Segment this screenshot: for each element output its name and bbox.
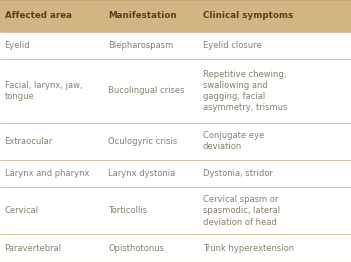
Text: Affected area: Affected area: [5, 11, 72, 20]
Text: Dystonia, stridor: Dystonia, stridor: [203, 169, 273, 178]
Bar: [0, 32, 351, 59]
Text: Facial, larynx, jaw,
tongue: Facial, larynx, jaw, tongue: [5, 81, 82, 101]
Bar: [0, 234, 351, 262]
Text: Trunk hyperextension: Trunk hyperextension: [203, 244, 294, 253]
Bar: [0, 0, 351, 32]
Text: Repetitive chewing,
swallowing and
gagging, facial
asymmetry, trismus: Repetitive chewing, swallowing and gaggi…: [203, 70, 287, 112]
Text: Clinical symptoms: Clinical symptoms: [203, 11, 293, 20]
Text: Blepharospasm: Blepharospasm: [108, 41, 173, 50]
Text: Larynx dystonia: Larynx dystonia: [108, 169, 176, 178]
Text: Manifestation: Manifestation: [108, 11, 177, 20]
Bar: [0, 187, 351, 234]
Text: Eyelid closure: Eyelid closure: [203, 41, 261, 50]
Text: Cervical spasm or
spasmodic, lateral
deviation of head: Cervical spasm or spasmodic, lateral dev…: [203, 195, 280, 227]
Text: Eyelid: Eyelid: [5, 41, 30, 50]
Text: Conjugate eye
deviation: Conjugate eye deviation: [203, 131, 264, 151]
Text: Larynx and pharynx: Larynx and pharynx: [5, 169, 89, 178]
Text: Extraocular: Extraocular: [5, 137, 53, 146]
Text: Bucolingual crises: Bucolingual crises: [108, 86, 185, 95]
Bar: [0, 59, 351, 123]
Bar: [0, 123, 351, 160]
Text: Oculogyric crisis: Oculogyric crisis: [108, 137, 177, 146]
Text: Opisthotonus: Opisthotonus: [108, 244, 164, 253]
Text: Torticollis: Torticollis: [108, 206, 147, 215]
Text: Cervical: Cervical: [5, 206, 39, 215]
Text: Paravertebral: Paravertebral: [5, 244, 62, 253]
Bar: [0, 160, 351, 187]
